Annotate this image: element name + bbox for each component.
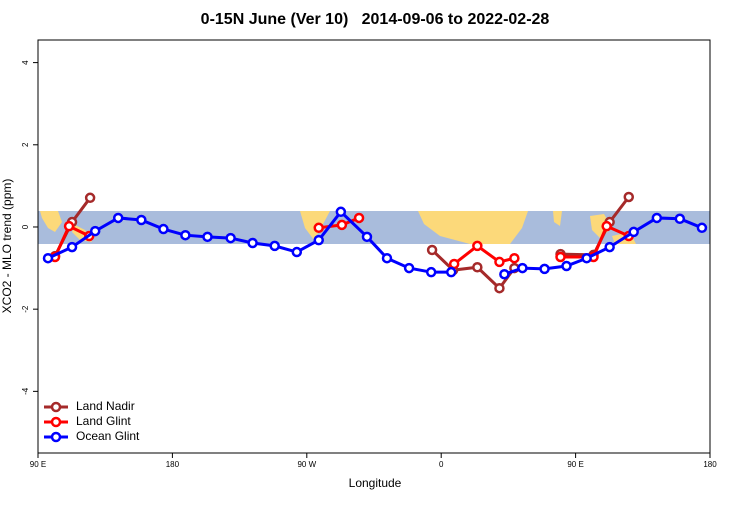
- data-point: [696, 222, 708, 234]
- data-point: [623, 191, 635, 203]
- data-point: [628, 226, 639, 238]
- data-point: [499, 268, 510, 280]
- x-tick-label: 90 E: [567, 460, 583, 469]
- data-point: [202, 231, 213, 243]
- data-point: [472, 262, 483, 273]
- data-point: [291, 246, 303, 258]
- data-point: [674, 213, 686, 225]
- x-tick-label: 180: [703, 460, 717, 469]
- data-point: [426, 244, 438, 256]
- x-tick-label: 90 E: [30, 460, 46, 469]
- data-point: [425, 266, 437, 278]
- data-point: [225, 232, 236, 244]
- data-point: [561, 260, 572, 272]
- legend-label: Ocean Glint: [76, 429, 140, 443]
- data-point: [158, 223, 169, 235]
- data-point: [581, 252, 592, 264]
- data-point: [494, 256, 505, 268]
- data-point: [361, 231, 373, 243]
- data-point: [269, 240, 280, 252]
- x-tick-label: 180: [166, 460, 180, 469]
- data-point: [136, 214, 147, 226]
- legend-marker: [50, 431, 62, 443]
- legend-label: Land Glint: [76, 414, 131, 428]
- data-point: [313, 234, 324, 246]
- x-tick-label: 0: [439, 460, 444, 469]
- data-point: [403, 262, 415, 274]
- y-tick-label: -4: [21, 387, 30, 395]
- data-point: [247, 237, 258, 249]
- plot-frame: [37, 39, 711, 454]
- data-point: [381, 252, 393, 264]
- data-point: [604, 241, 615, 253]
- data-point: [180, 229, 191, 241]
- y-axis-label: XCO2 - MLO trend (ppm): [0, 179, 14, 314]
- legend-label: Land Nadir: [76, 399, 135, 413]
- data-point: [84, 192, 96, 204]
- chart-title: 0-15N June (Ver 10) 2014-09-06 to 2022-0…: [201, 11, 550, 28]
- x-tick-label: 90 W: [297, 460, 316, 469]
- data-point: [448, 258, 460, 270]
- data-point: [601, 220, 612, 232]
- data-point: [66, 241, 78, 253]
- legend-marker: [50, 401, 62, 413]
- data-point: [555, 251, 566, 263]
- y-tick-label: 0: [21, 224, 30, 229]
- data-point: [517, 262, 528, 274]
- y-tick-label: 2: [21, 142, 30, 147]
- data-point: [89, 225, 101, 237]
- data-point: [494, 282, 505, 294]
- data-point: [539, 263, 550, 275]
- data-point: [335, 206, 347, 218]
- data-point: [651, 212, 663, 224]
- data-point: [445, 266, 457, 278]
- x-axis-label: Longitude: [349, 476, 402, 490]
- legend-marker: [50, 416, 62, 428]
- data-point: [472, 240, 483, 252]
- data-point: [353, 212, 365, 224]
- data-point: [112, 212, 124, 224]
- data-point: [509, 252, 520, 264]
- y-tick-label: -2: [21, 305, 30, 313]
- data-point: [313, 222, 324, 234]
- data-point: [336, 219, 348, 231]
- data-point: [63, 220, 75, 232]
- y-tick-label: 4: [21, 60, 30, 65]
- data-point: [42, 252, 54, 264]
